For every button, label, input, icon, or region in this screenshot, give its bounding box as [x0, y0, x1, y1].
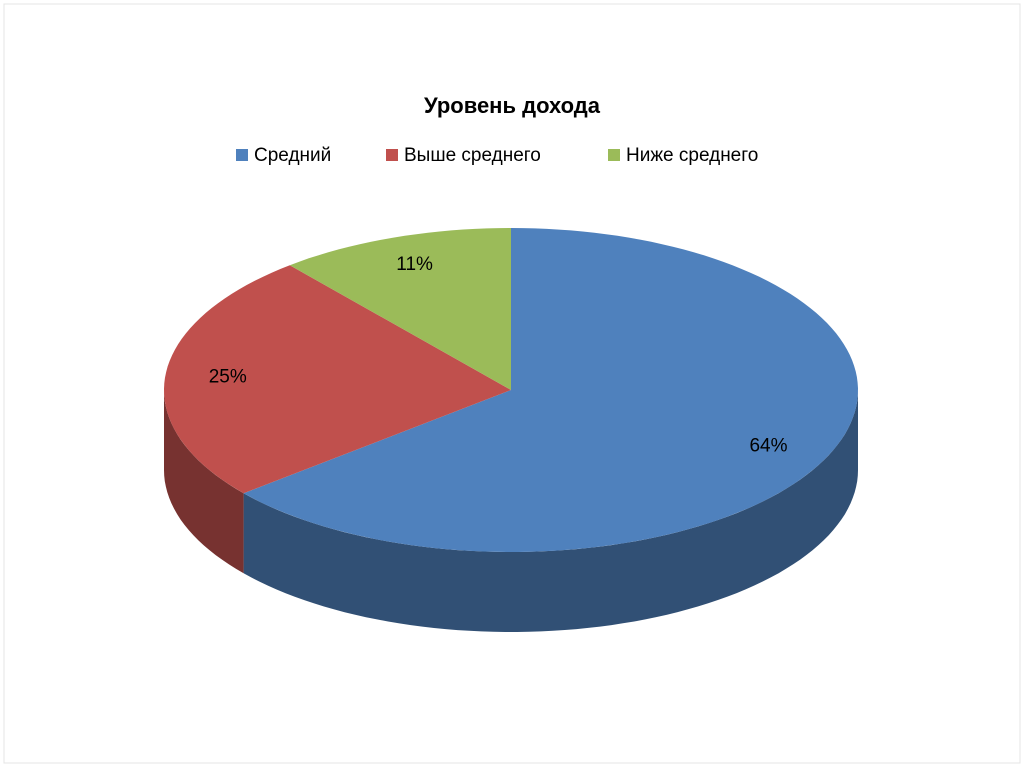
slice-side — [164, 390, 244, 574]
slice — [289, 228, 511, 390]
slice — [164, 265, 511, 494]
data-label: 25% — [209, 367, 247, 388]
data-label: 11% — [396, 254, 433, 275]
legend-swatch — [386, 149, 398, 161]
legend-swatch — [608, 149, 620, 161]
chart-title: Уровень дохода — [424, 93, 601, 118]
data-label: 64% — [749, 436, 787, 457]
frame — [3, 3, 1021, 764]
legend-swatch — [236, 149, 248, 161]
legend-label: Ниже среднего — [626, 145, 758, 166]
legend-label: Выше среднего — [404, 145, 541, 166]
slice — [243, 228, 859, 552]
slice-side — [243, 390, 859, 632]
legend-label: Средний — [254, 145, 331, 166]
